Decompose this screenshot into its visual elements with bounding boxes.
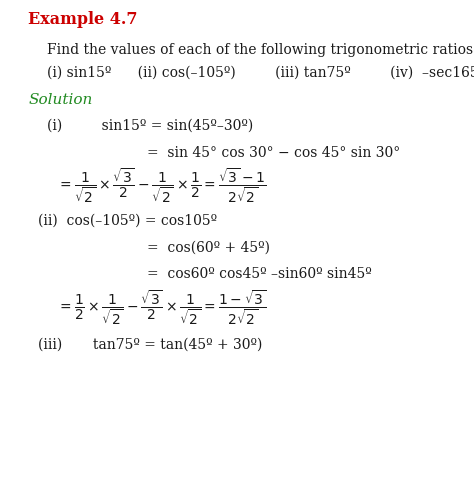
- Text: Find the values of each of the following trigonometric ratios.: Find the values of each of the following…: [47, 43, 474, 57]
- Text: =  sin 45° cos 30° − cos 45° sin 30°: = sin 45° cos 30° − cos 45° sin 30°: [147, 146, 400, 160]
- Text: Solution: Solution: [28, 93, 93, 107]
- Text: $= \dfrac{1}{2} \times \dfrac{1}{\sqrt{2}} - \dfrac{\sqrt{3}}{2} \times \dfrac{1: $= \dfrac{1}{2} \times \dfrac{1}{\sqrt{2…: [57, 289, 266, 327]
- Text: (i)         sin15º = sin(45º–30º): (i) sin15º = sin(45º–30º): [47, 119, 254, 133]
- Text: (i) sin15º      (ii) cos(–105º)         (iii) tan75º         (iv)  –sec165º: (i) sin15º (ii) cos(–105º) (iii) tan75º …: [47, 65, 474, 79]
- Text: (ii)  cos(–105º) = cos105º: (ii) cos(–105º) = cos105º: [38, 214, 217, 228]
- Text: =  cos(60º + 45º): = cos(60º + 45º): [147, 241, 270, 255]
- Text: $= \dfrac{1}{\sqrt{2}} \times \dfrac{\sqrt{3}}{2} - \dfrac{1}{\sqrt{2}} \times \: $= \dfrac{1}{\sqrt{2}} \times \dfrac{\sq…: [57, 167, 266, 205]
- Text: =  cos60º cos45º –sin60º sin45º: = cos60º cos45º –sin60º sin45º: [147, 267, 372, 281]
- Text: Example 4.7: Example 4.7: [28, 11, 138, 28]
- Text: (iii)       tan75º = tan(45º + 30º): (iii) tan75º = tan(45º + 30º): [38, 337, 262, 351]
